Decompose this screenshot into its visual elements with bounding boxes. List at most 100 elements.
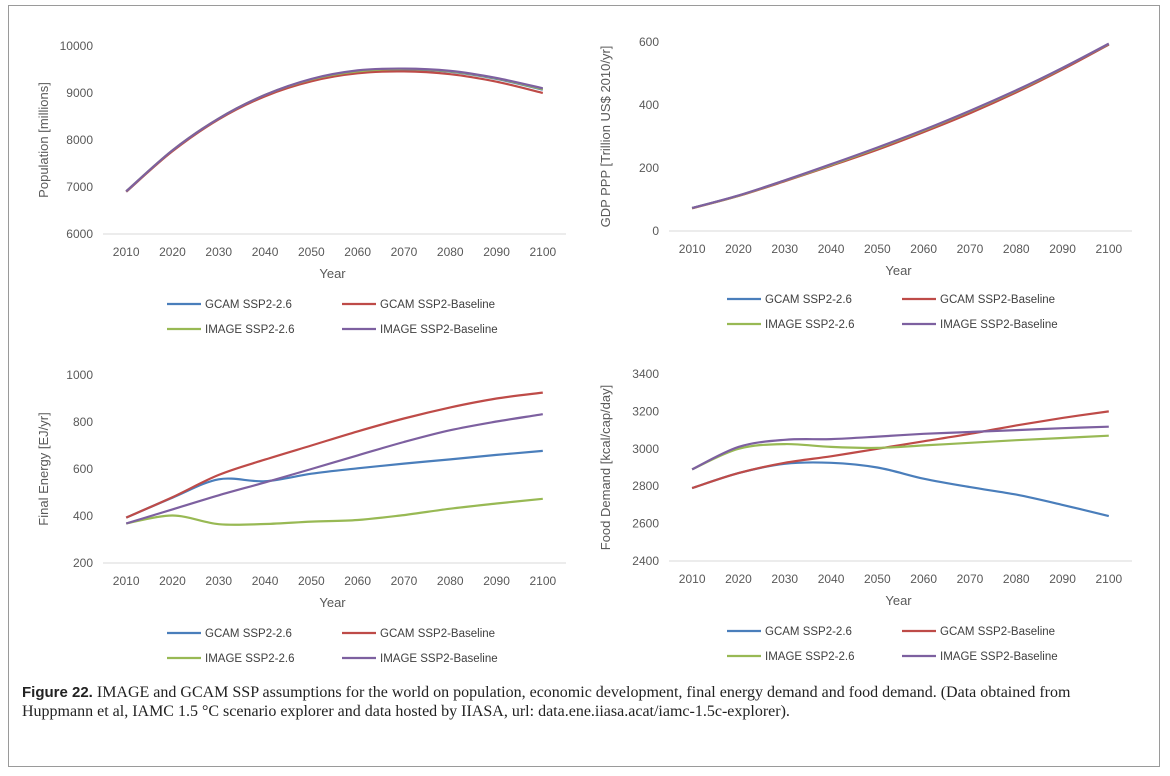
legend-label: IMAGE SSP2-Baseline: [380, 653, 498, 665]
x-tick-label: 2090: [483, 245, 510, 259]
series-line: [691, 425, 1109, 471]
legend-label: IMAGE SSP2-Baseline: [380, 324, 498, 336]
legend-label: GCAM SSP2-2.6: [765, 294, 852, 306]
y-tick-label: 400: [639, 98, 659, 112]
x-tick-label: 2090: [1049, 242, 1076, 256]
x-tick-label: 2020: [159, 574, 186, 588]
x-axis-title: Year: [885, 593, 912, 608]
y-tick-label: 2600: [632, 517, 659, 531]
legend-label: GCAM SSP2-2.6: [205, 628, 292, 640]
legend-label: IMAGE SSP2-2.6: [205, 653, 294, 665]
x-tick-label: 2070: [391, 245, 418, 259]
series-line: [691, 42, 1110, 210]
legend-label: IMAGE SSP2-Baseline: [940, 319, 1058, 331]
x-tick-label: 2040: [252, 245, 279, 259]
x-tick-label: 2080: [1003, 242, 1030, 256]
x-tick-label: 2010: [679, 242, 706, 256]
x-tick-label: 2080: [1003, 572, 1030, 586]
y-tick-label: 8000: [66, 133, 93, 147]
x-tick-label: 2100: [529, 574, 556, 588]
series-line: [691, 43, 1110, 210]
x-tick-label: 2040: [818, 242, 845, 256]
caption-text: IMAGE and GCAM SSP assumptions for the w…: [22, 684, 1071, 720]
y-tick-label: 10000: [60, 39, 94, 53]
y-tick-label: 3400: [632, 367, 659, 381]
x-tick-label: 2030: [205, 574, 232, 588]
x-tick-label: 2010: [679, 572, 706, 586]
legend-label: GCAM SSP2-Baseline: [940, 294, 1055, 306]
legend-label: IMAGE SSP2-2.6: [765, 319, 854, 331]
x-tick-label: 2070: [957, 572, 984, 586]
y-tick-label: 0: [652, 224, 659, 238]
x-tick-label: 2050: [864, 572, 891, 586]
x-axis-title: Year: [319, 595, 346, 610]
series-line: [125, 67, 544, 193]
series-line: [125, 67, 544, 193]
series-line: [691, 461, 1110, 518]
legend-label: IMAGE SSP2-Baseline: [940, 651, 1058, 663]
y-tick-label: 6000: [66, 227, 93, 241]
figure-caption: Figure 22. IMAGE and GCAM SSP assumption…: [22, 683, 1142, 721]
series-line: [125, 449, 543, 519]
x-tick-label: 2090: [483, 574, 510, 588]
y-tick-label: 200: [639, 161, 659, 175]
x-tick-label: 2010: [113, 574, 140, 588]
x-tick-label: 2060: [344, 245, 371, 259]
y-tick-label: 7000: [66, 180, 93, 194]
y-axis-title: GDP PPP [Trillion US$ 2010/yr]: [598, 46, 613, 228]
x-tick-label: 2010: [113, 245, 140, 259]
x-tick-label: 2030: [205, 245, 232, 259]
y-tick-label: 600: [73, 462, 93, 476]
series-line: [126, 497, 543, 526]
chart-panel-1: 6000 7000 8000 9000 10000 2010 2020 2030 2040 205…: [36, 39, 566, 336]
x-axis-title: Year: [319, 266, 346, 281]
legend-label: IMAGE SSP2-2.6: [205, 324, 294, 336]
x-tick-label: 2070: [957, 242, 984, 256]
x-tick-label: 2100: [1095, 572, 1122, 586]
x-tick-label: 2060: [910, 572, 937, 586]
y-tick-label: 3200: [632, 404, 659, 418]
series-line: [125, 70, 544, 193]
x-tick-label: 2020: [159, 245, 186, 259]
y-tick-label: 800: [73, 415, 93, 429]
x-tick-label: 2050: [864, 242, 891, 256]
legend-label: GCAM SSP2-Baseline: [940, 626, 1055, 638]
y-tick-label: 9000: [66, 86, 93, 100]
x-axis-title: Year: [885, 263, 912, 278]
x-tick-label: 2100: [1095, 242, 1122, 256]
y-axis-title: Food Demand [kcal/cap/day]: [598, 385, 613, 550]
series-line: [691, 42, 1110, 210]
y-tick-label: 2800: [632, 479, 659, 493]
x-tick-label: 2080: [437, 245, 464, 259]
x-tick-label: 2040: [818, 572, 845, 586]
x-tick-label: 2080: [437, 574, 464, 588]
legend-label: GCAM SSP2-Baseline: [380, 299, 495, 311]
series-line: [691, 434, 1109, 471]
y-tick-label: 600: [639, 35, 659, 49]
series-line: [691, 43, 1110, 210]
legend-label: IMAGE SSP2-2.6: [765, 651, 854, 663]
x-tick-label: 2050: [298, 245, 325, 259]
x-tick-label: 2100: [529, 245, 556, 259]
series-line: [691, 410, 1109, 490]
y-tick-label: 2400: [632, 554, 659, 568]
series-line: [125, 68, 544, 193]
chart-panel-2: 0 200 400 600 2010 2020 2030 2040 2050 2060 2070 20…: [598, 35, 1132, 331]
x-tick-label: 2020: [725, 242, 752, 256]
x-tick-label: 2070: [391, 574, 418, 588]
x-tick-label: 2090: [1049, 572, 1076, 586]
y-tick-label: 200: [73, 556, 93, 570]
chart-panel-4: 2400 2600 2800 3000 3200 3400 2010 2020 2030 2040…: [598, 367, 1132, 663]
y-tick-label: 3000: [632, 442, 659, 456]
y-axis-title: Final Energy [EJ/yr]: [36, 412, 51, 525]
figure-frame: [8, 5, 1160, 767]
x-tick-label: 2030: [771, 572, 798, 586]
y-tick-label: 1000: [66, 368, 93, 382]
x-tick-label: 2060: [910, 242, 937, 256]
x-tick-label: 2060: [344, 574, 371, 588]
x-tick-label: 2050: [298, 574, 325, 588]
legend-label: GCAM SSP2-Baseline: [380, 628, 495, 640]
legend-label: GCAM SSP2-2.6: [765, 626, 852, 638]
x-tick-label: 2040: [252, 574, 279, 588]
